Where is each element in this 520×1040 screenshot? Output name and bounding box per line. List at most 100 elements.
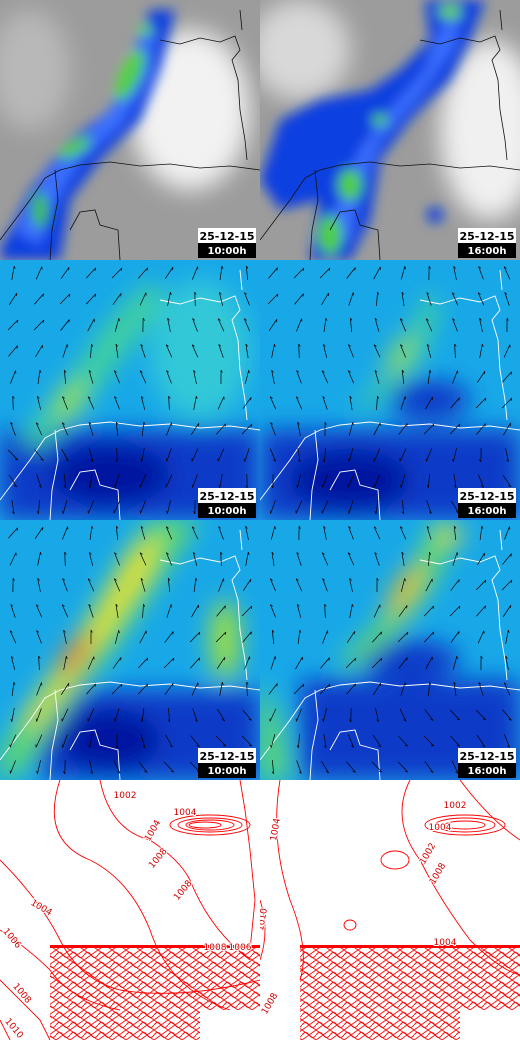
wind-arrow <box>502 709 512 721</box>
wind-arrow <box>193 499 196 515</box>
wind-arrow <box>271 369 275 384</box>
wind-arrow <box>502 371 512 383</box>
wind-arrow <box>88 448 94 462</box>
wind-arrow <box>427 369 432 384</box>
wind-arrow <box>165 474 173 488</box>
wind-arrow <box>451 292 459 306</box>
wind-arrow <box>9 760 16 774</box>
wind-arrow <box>88 604 94 618</box>
wind-arrow <box>269 448 277 462</box>
isobar-label: 1002 <box>444 801 467 811</box>
wind-arrow <box>35 708 42 722</box>
wind-arrow <box>191 604 199 618</box>
stamp-date: 25-12-15 <box>199 490 254 503</box>
wind-arrow <box>60 682 70 696</box>
wind-arrow <box>293 683 305 695</box>
wind-arrow <box>454 343 457 359</box>
wind-arrow <box>191 344 199 358</box>
wind-arrow <box>295 396 303 410</box>
wind-arrow <box>477 630 485 644</box>
wind-arrow <box>400 578 406 592</box>
wind-arrow <box>9 734 17 748</box>
stamp-date-bg <box>458 228 516 243</box>
wind-arrow <box>322 578 328 592</box>
wind-arrow <box>88 474 93 489</box>
wind-arrow <box>501 579 513 591</box>
wind-arrow <box>115 603 119 618</box>
wind-arrow <box>346 761 356 773</box>
wind-arrow <box>168 395 171 411</box>
wind-arrow <box>504 526 511 540</box>
wind-arrow <box>373 526 381 540</box>
wind-arrow <box>140 395 146 410</box>
wind-arrow <box>373 448 381 462</box>
wind-arrow <box>398 605 408 617</box>
wind-arrow <box>63 474 67 489</box>
wind-arrow <box>400 682 407 696</box>
wind-arrow <box>113 500 121 514</box>
wind-arrow <box>35 344 43 358</box>
wind-arrow <box>428 681 432 697</box>
wind-arrow <box>138 267 149 279</box>
wind-arrow <box>8 474 18 488</box>
wind-arrow <box>61 604 69 618</box>
wind-arrows <box>267 265 513 515</box>
wind-arrow <box>215 631 227 643</box>
wind-arrow <box>322 396 328 410</box>
wind-arrow <box>269 578 277 592</box>
wind-arrow <box>190 735 200 747</box>
wind-arrow <box>346 630 356 644</box>
wind-arrow <box>320 657 330 669</box>
wind-arrow <box>242 631 252 643</box>
wind-arrow <box>63 656 68 670</box>
stamp-time: 10:00h <box>208 506 247 517</box>
wind-arrow <box>322 630 329 644</box>
wind-arrow <box>399 708 407 722</box>
wind-arrow <box>7 319 19 331</box>
wind-arrow <box>63 759 66 775</box>
wind-arrow <box>322 708 327 722</box>
wind-arrow <box>375 708 379 723</box>
wind-arrow <box>244 370 250 384</box>
wind-arrow <box>476 423 486 435</box>
wind-arrow <box>267 293 279 305</box>
wind-arrow <box>141 421 146 436</box>
wind-arrow <box>502 604 512 618</box>
wind-arrow <box>323 317 328 332</box>
wind-arrow <box>271 344 276 358</box>
wind-arrow <box>401 291 405 306</box>
wind-arrow <box>166 604 173 618</box>
wind-arrow <box>165 526 173 540</box>
wind-arrow <box>397 631 409 643</box>
isobar-label: 1002 <box>114 791 137 801</box>
wind-arrow <box>347 734 355 748</box>
wind-arrow <box>242 578 252 592</box>
stamp-time-bg <box>458 503 516 518</box>
wind-arrow <box>295 656 303 670</box>
wind-arrow <box>398 735 408 747</box>
wind-arrow <box>503 734 511 748</box>
wind-arrow <box>322 447 326 463</box>
wind-arrow <box>450 631 460 643</box>
wind-arrow <box>36 474 42 488</box>
wind-arrow <box>450 579 460 591</box>
wind-arrow <box>167 577 171 592</box>
wind-arrow <box>346 267 356 279</box>
wind-arrow <box>480 655 483 671</box>
wind-arrow <box>271 629 275 644</box>
wind-arrow <box>220 369 223 385</box>
wind-arrow <box>423 631 435 643</box>
wind-arrow <box>348 526 354 540</box>
wind-arrow <box>61 734 68 748</box>
wind-arrow <box>501 397 513 409</box>
wind-arrow <box>217 318 225 332</box>
wind-arrow <box>295 500 303 514</box>
wind-arrow <box>86 267 97 279</box>
wind-arrow <box>112 293 122 305</box>
wind-arrow <box>425 448 432 462</box>
isobar-label: 1006 <box>229 943 252 953</box>
wind-arrow <box>373 344 381 358</box>
wind-arrow <box>217 396 225 410</box>
isobar-label: 1004 <box>434 938 457 948</box>
wind-arrow <box>452 552 459 566</box>
